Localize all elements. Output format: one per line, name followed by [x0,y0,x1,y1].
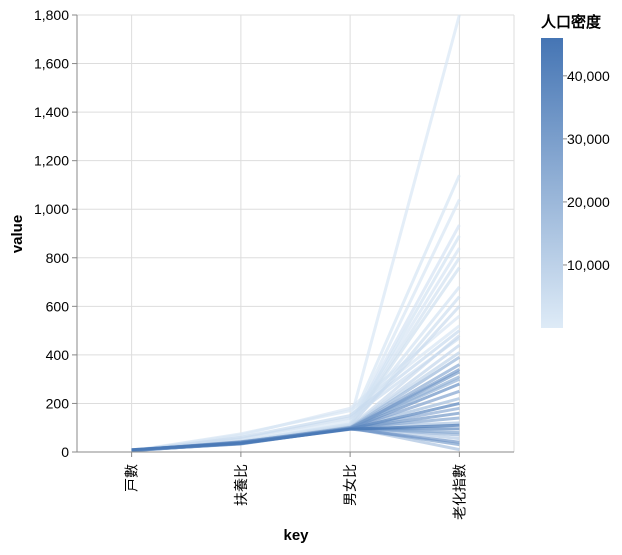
x-tick-label: 男女比 [342,464,358,506]
x-tick-label: 戸數 [124,464,140,492]
y-tick-label: 800 [46,250,70,266]
y-axis-title: value [9,215,26,253]
legend-tick-label: 30,000 [567,131,610,147]
series-line-line-31 [131,423,460,452]
y-tick-label: 1,200 [34,153,69,169]
x-tick-label: 扶養比 [233,464,249,506]
legend-tick-label: 40,000 [567,68,610,84]
y-tick-label: 1,800 [34,7,69,23]
y-tick-label: 1,000 [34,201,69,217]
legend-title: 人口密度 [541,13,602,31]
legend-gradient-bar [541,38,563,328]
y-tick-label: 400 [46,347,70,363]
legend-tick-label: 20,000 [567,194,610,210]
legend-ticks: 10,000 20,000 30,000 40,000 [563,68,610,273]
y-tick-label: 600 [46,298,70,314]
color-legend: 人口密度 10,000 20,000 30,000 40,000 [541,13,610,328]
x-axis-title: key [283,527,309,544]
x-tick-label: 老化指數 [451,464,467,520]
grid-layer [77,14,515,453]
y-tick-label: 200 [46,395,70,411]
axes: 0 200 400 600 800 1,000 1,200 1,400 1,600 1,800 戸數… [34,7,514,520]
y-tick-label: 1,400 [34,104,69,120]
y-tick-label: 0 [61,444,69,460]
series-line-line-17 [131,329,461,453]
y-tick-label: 1,600 [34,56,69,72]
series-lines [131,14,461,453]
legend-tick-label: 10,000 [567,257,610,273]
